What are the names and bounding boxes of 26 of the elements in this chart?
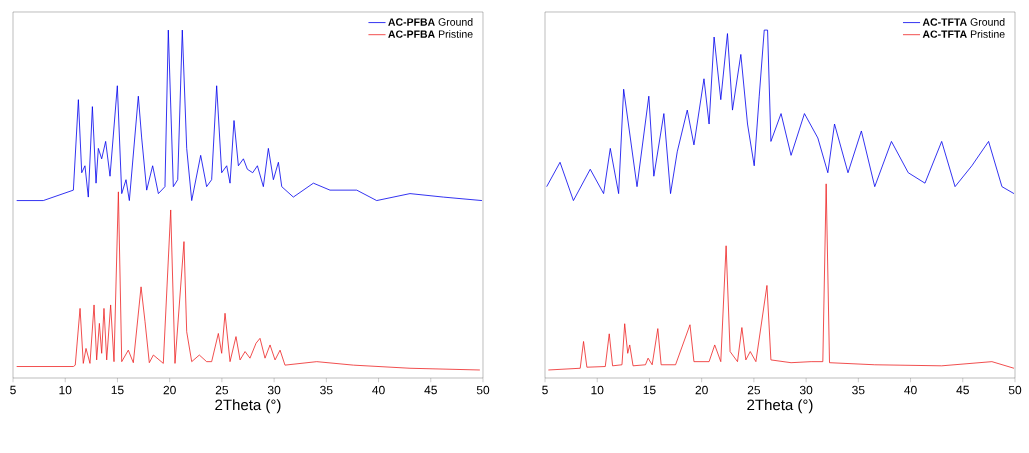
x-tick-label: 10	[591, 385, 604, 395]
x-tick-label: 5	[542, 385, 548, 395]
x-tick-label: 20	[695, 385, 708, 395]
x-tick-label: 45	[956, 385, 969, 395]
x-axis-title: 2Theta (°)	[215, 399, 281, 414]
x-tick-label: 40	[904, 385, 917, 395]
x-tick-label: 50	[1008, 385, 1022, 395]
x-tick-label: 15	[643, 385, 656, 395]
x-tick-label: 25	[215, 385, 229, 395]
legend-label: AC-PFBA Ground	[388, 18, 473, 26]
x-tick-label: 35	[852, 385, 865, 395]
x-tick-label: 30	[267, 385, 281, 395]
x-tick-label: 30	[799, 385, 813, 395]
x-tick-label: 10	[59, 385, 72, 395]
legend-label: AC-PFBA Pristine	[388, 30, 473, 38]
x-tick-label: 20	[163, 385, 176, 395]
x-tick-label: 25	[747, 385, 761, 395]
legend-label: AC-TFTA Ground	[922, 18, 1005, 26]
x-tick-label: 50	[476, 385, 490, 395]
x-axis-title: 2Theta (°)	[747, 399, 813, 414]
x-tick-label: 45	[424, 385, 437, 395]
x-tick-label: 35	[320, 385, 333, 395]
x-tick-label: 15	[111, 385, 124, 395]
legend-label: AC-TFTA Pristine	[922, 30, 1005, 38]
x-tick-label: 5	[10, 385, 16, 395]
x-tick-label: 40	[372, 385, 385, 395]
